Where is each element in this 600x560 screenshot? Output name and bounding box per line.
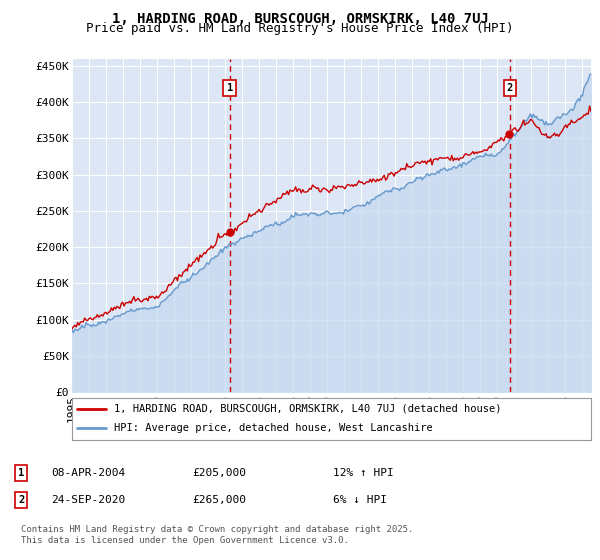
Text: 24-SEP-2020: 24-SEP-2020 — [51, 495, 125, 505]
Text: 08-APR-2004: 08-APR-2004 — [51, 468, 125, 478]
Text: 1, HARDING ROAD, BURSCOUGH, ORMSKIRK, L40 7UJ: 1, HARDING ROAD, BURSCOUGH, ORMSKIRK, L4… — [112, 12, 488, 26]
Text: 2: 2 — [18, 495, 24, 505]
Text: 1: 1 — [18, 468, 24, 478]
Text: 6% ↓ HPI: 6% ↓ HPI — [333, 495, 387, 505]
Text: 2: 2 — [507, 83, 513, 93]
Text: £205,000: £205,000 — [192, 468, 246, 478]
Text: Contains HM Land Registry data © Crown copyright and database right 2025.
This d: Contains HM Land Registry data © Crown c… — [21, 525, 413, 545]
Text: 1, HARDING ROAD, BURSCOUGH, ORMSKIRK, L40 7UJ (detached house): 1, HARDING ROAD, BURSCOUGH, ORMSKIRK, L4… — [113, 404, 501, 414]
Text: 12% ↑ HPI: 12% ↑ HPI — [333, 468, 394, 478]
Text: HPI: Average price, detached house, West Lancashire: HPI: Average price, detached house, West… — [113, 423, 432, 433]
Text: £265,000: £265,000 — [192, 495, 246, 505]
Text: Price paid vs. HM Land Registry's House Price Index (HPI): Price paid vs. HM Land Registry's House … — [86, 22, 514, 35]
Text: 1: 1 — [227, 83, 233, 93]
